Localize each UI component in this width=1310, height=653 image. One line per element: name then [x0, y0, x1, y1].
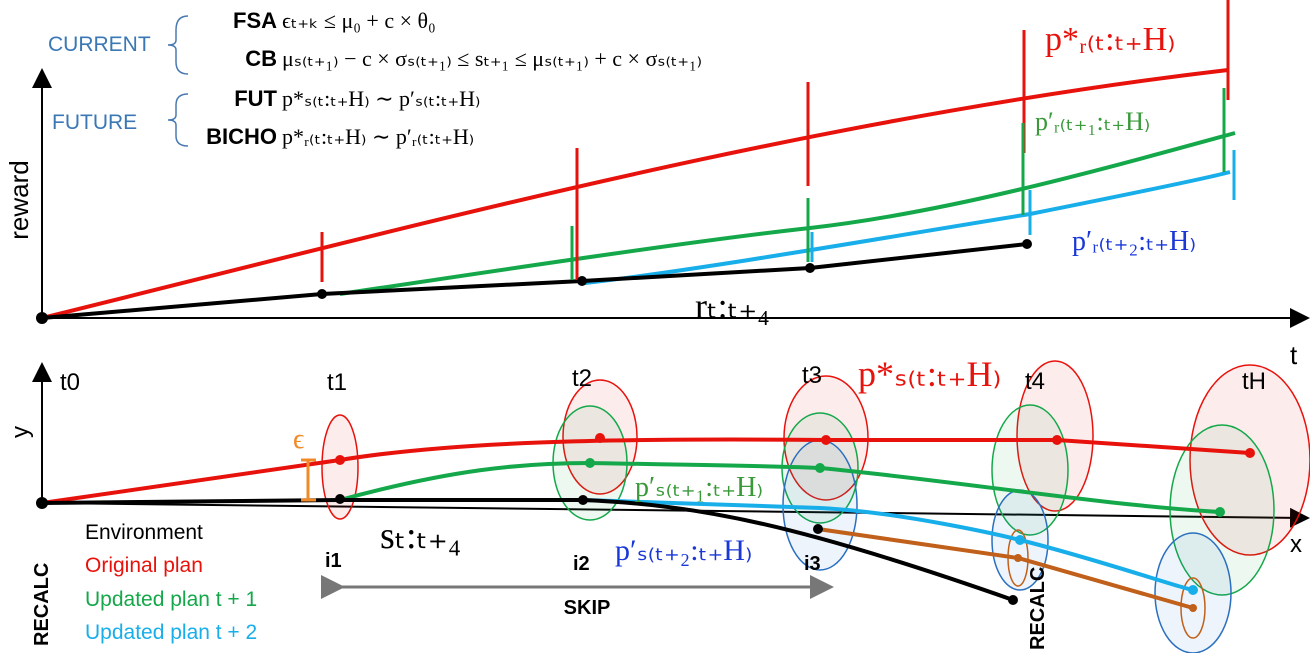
epsilon-bar — [301, 458, 316, 502]
time-label: t4 — [1025, 368, 1045, 395]
curve-label: p′ₛ₍ₜ₊₂:ₜ₊H₎ — [615, 534, 752, 567]
curve-label: rₜ:ₜ₊₄ — [695, 286, 770, 326]
skip: SKIP — [564, 597, 611, 619]
cond-formula: μₛ₍ₜ₊₁₎ − c × σₛ₍ₜ₊₁₎ ≤ sₜ₊₁ ≤ μₛ₍ₜ₊₁₎ +… — [282, 46, 702, 71]
points — [36, 239, 1032, 324]
cond-name: FUT — [234, 86, 277, 111]
y-label: reward — [4, 160, 34, 239]
x-label: x — [1290, 531, 1302, 558]
curve-label: p*ₛ₍ₜ:ₜ₊H₎ — [858, 354, 1001, 394]
epsilon: ϵ — [293, 424, 304, 455]
legend-item: Original plan — [85, 554, 203, 577]
cond-name: FSA — [233, 8, 277, 33]
cond-formula: p*ₛ₍ₜ:ₜ₊H₎ ∼ p′ₛ₍ₜ:ₜ₊H₎ — [282, 86, 480, 111]
x-label: t — [1290, 340, 1298, 370]
curve-label: sₜ:ₜ₊₄ — [380, 515, 461, 557]
time-label: tH — [1242, 368, 1266, 395]
step-label: i1 — [325, 550, 342, 572]
top-curves — [41, 68, 1236, 320]
bottom-points — [36, 433, 1255, 612]
time-label: t1 — [327, 369, 347, 396]
ellipses — [321, 360, 1310, 653]
recalc: RECALC — [1027, 567, 1049, 650]
legend-item: Updated plan t + 2 — [85, 621, 257, 644]
legend-item: Updated plan t + 1 — [85, 588, 257, 611]
curve-label: p′ₛ₍ₜ₊₁:ₜ₊H₎ — [635, 472, 763, 503]
step-label: i2 — [573, 553, 590, 575]
current: CURRENT — [48, 33, 151, 56]
error-bars — [320, 0, 1236, 282]
time-label: t3 — [802, 362, 822, 389]
braces — [167, 15, 189, 147]
y-label: y — [7, 426, 34, 438]
legend-title: RECALC — [31, 563, 53, 646]
legend-item: Environment — [85, 521, 203, 544]
cond-name: CB — [245, 46, 277, 71]
cond-formula: p*ᵣ₍ₜ:ₜ₊H₎ ∼ p′ᵣ₍ₜ:ₜ₊H₎ — [282, 124, 474, 149]
step-label: i3 — [804, 553, 821, 575]
time-label: t0 — [60, 369, 80, 396]
future: FUTURE — [52, 111, 137, 134]
curve-label: p*ᵣ₍ₜ:ₜ₊H₎ — [1045, 21, 1176, 58]
cond-formula: ϵₜ₊ₖ ≤ μ₀ + c × θ₀ — [282, 8, 436, 33]
cond-name: BICHO — [206, 124, 277, 149]
curve-label: p′ᵣ₍ₜ₊₁:ₜ₊H₎ — [1035, 107, 1150, 136]
axes — [32, 68, 1310, 528]
curve-label: p′ᵣ₍ₜ₊₂:ₜ₊H₎ — [1072, 226, 1196, 257]
time-label: t2 — [572, 365, 592, 392]
